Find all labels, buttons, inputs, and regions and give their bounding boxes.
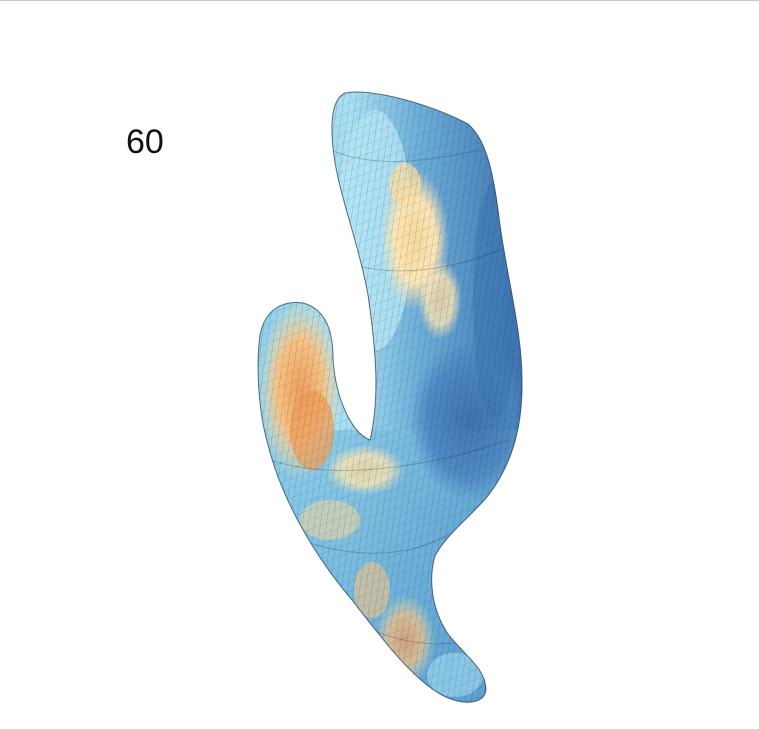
frame-number-label: 60 bbox=[126, 123, 164, 161]
surface-color-patches bbox=[258, 92, 523, 703]
top-divider bbox=[0, 0, 759, 1]
